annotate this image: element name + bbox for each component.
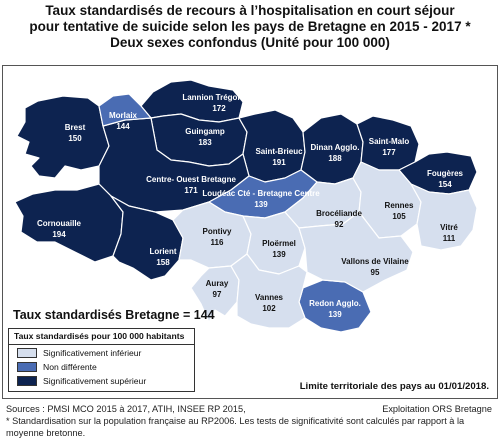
region-vannes xyxy=(230,253,308,329)
brittany-map xyxy=(14,79,478,333)
title-line-1: Taux standardisés de recours à l’hospita… xyxy=(45,3,455,18)
label-saint-malo: Saint-Malo 177 xyxy=(368,137,410,157)
legend-swatch-same xyxy=(17,362,37,372)
label-broceliande: Brocéliande 92 xyxy=(316,209,362,229)
map-frame: Brest 150 Morlaix 144 Lannion Trégor Cté 17… xyxy=(2,65,498,399)
label-lannion: Lannion Trégor Cté 172 xyxy=(182,93,256,113)
title-line-3: Deux sexes confondus (Unité pour 100 000… xyxy=(110,35,390,50)
legend-swatch-lower xyxy=(17,348,37,358)
label-fougeres: Fougères 154 xyxy=(426,169,464,189)
title-line-2: pour tentative de suicide selon les pays… xyxy=(29,19,471,34)
footer-sources: Sources : PMSI MCO 2015 à 2017, ATIH, IN… xyxy=(6,403,494,439)
label-vitre: Vitré 111 xyxy=(440,223,458,243)
label-lorient: Lorient 158 xyxy=(149,247,177,267)
footer-line-1: Sources : PMSI MCO 2015 à 2017, ATIH, IN… xyxy=(6,404,246,414)
region-vallons xyxy=(298,211,414,293)
label-redon: Redon Agglo. 139 xyxy=(309,299,361,319)
legend-swatch-higher xyxy=(17,376,37,386)
label-cornouaille: Cornouaille 194 xyxy=(36,219,82,239)
label-vannes: Vannes 102 xyxy=(254,293,284,313)
label-auray: Auray 97 xyxy=(205,279,229,299)
label-morlaix: Morlaix 144 xyxy=(108,111,138,131)
region-morlaix xyxy=(98,93,152,127)
legend-label-lower: Significativement inférieur xyxy=(43,348,142,358)
legend-title: Taux standardisés pour 100 000 habitants xyxy=(9,329,194,345)
regional-rate: Taux standardisés Bretagne = 144 xyxy=(13,308,215,322)
label-pontivy: Pontivy 116 xyxy=(202,227,232,247)
label-ploermel: Ploërmel 139 xyxy=(262,239,296,259)
region-vitre xyxy=(410,183,478,251)
legend-label-higher: Significativement supérieur xyxy=(43,376,147,386)
footer-credit: Exploitation ORS Bretagne xyxy=(382,404,492,414)
legend-item-higher: Significativement supérieur xyxy=(9,375,194,387)
legend: Taux standardisés pour 100 000 habitants… xyxy=(8,328,195,392)
label-guingamp: Guingamp 183 xyxy=(185,127,225,147)
label-centre-ouest: Centre- Ouest Bretagne 171 xyxy=(146,175,236,195)
legend-label-same: Non différente xyxy=(43,362,97,372)
label-loudeac: Loudéac Cté - Bretagne Centre 139 xyxy=(202,189,320,209)
label-rennes: Rennes 105 xyxy=(384,201,414,221)
legend-item-same: Non différente xyxy=(9,361,194,373)
label-saint-brieuc: Saint-Brieuc 191 xyxy=(255,147,303,167)
label-dinan: Dinan Agglo. 188 xyxy=(310,143,360,163)
region-lorient xyxy=(110,195,184,281)
label-vallons: Vallons de Vilaine 95 xyxy=(341,257,409,277)
label-brest: Brest 150 xyxy=(64,123,86,143)
map-title: Taux standardisés de recours à l’hospita… xyxy=(0,3,500,51)
territorial-limit-note: Limite territoriale des pays au 01/01/20… xyxy=(299,381,489,392)
footer-line-2: * Standardisation sur la population fran… xyxy=(6,416,465,426)
legend-item-lower: Significativement inférieur xyxy=(9,347,194,359)
footer-line-3: moyenne bretonne. xyxy=(6,428,86,438)
region-brest xyxy=(16,95,110,179)
